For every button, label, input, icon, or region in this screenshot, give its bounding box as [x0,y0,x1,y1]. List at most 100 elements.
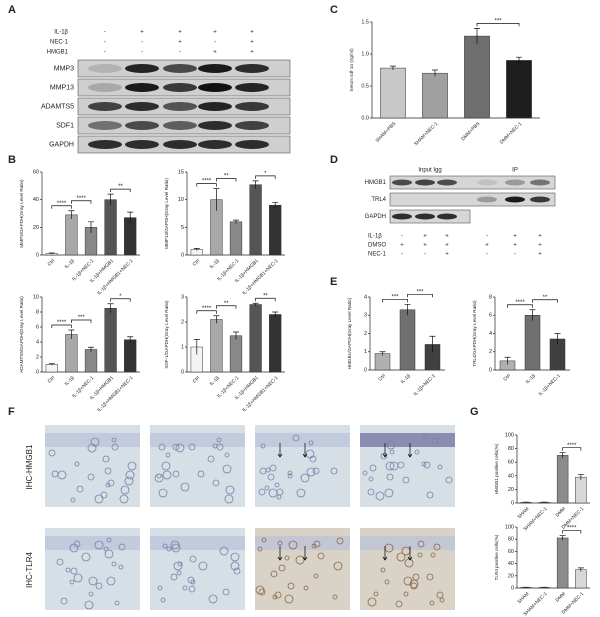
y-axis-label: SDF-1/GAPDH(Gray Level Ratio) [164,300,169,369]
significance-label: *** [78,315,86,321]
bar [399,309,416,371]
cell [369,464,377,472]
cell [367,597,377,607]
cell [261,537,267,543]
cell [187,576,195,584]
blot-band [477,179,497,186]
arrow [302,546,308,561]
cell [125,470,135,480]
y-tick-label: 0 [181,252,184,258]
error-bar [379,351,386,356]
cell [106,537,112,543]
blot-band [88,121,122,130]
blot-band [505,196,525,203]
cell [74,461,80,467]
cell [386,440,396,450]
y-axis-label: TRL4/GAPDH(Gray Level Ratio) [472,300,477,367]
cell [127,461,137,471]
y-tick-label: 0.5 [361,83,369,89]
panel-letter: B [8,154,16,166]
y-tick-label: 3 [181,294,184,300]
cell [336,537,344,545]
cell [119,494,129,504]
error-bar [577,474,584,480]
cell [397,461,405,469]
cell [292,434,300,442]
cell [437,464,443,470]
cell [367,488,375,496]
cell [313,573,319,579]
cell [154,473,164,483]
cell [94,540,104,550]
cell [389,449,395,455]
arrow [407,546,413,561]
blot-band [125,64,159,73]
condition-label: NEC-1 [368,252,387,258]
significance-bracket [71,200,92,204]
cell [95,582,103,590]
error-bar [48,363,55,366]
cell [197,470,205,478]
bar [464,35,490,119]
blot-band [392,179,412,186]
y-tick-label: 0 [364,367,367,373]
condition-sign: - [141,50,143,56]
error-bar [88,346,94,352]
cell [90,437,100,447]
error-bar [432,69,438,77]
cell [276,488,284,496]
y-axis-label: MMP3/GAPDH(Gray Level Ratio) [19,179,24,248]
significance-label: **** [567,526,577,532]
blot-band [530,179,550,186]
condition-sign: + [485,243,489,249]
y-tick-label: 2 [489,349,492,355]
cell [258,588,266,596]
blot-band [235,64,269,73]
condition-sign: - [179,50,181,56]
bar [229,335,243,373]
cell [306,467,316,477]
y-tick-label: 0 [511,500,514,506]
y-tick-label: 0 [36,252,39,258]
bar [556,455,569,504]
y-tick-label: 4 [364,294,367,300]
condition-sign: - [424,252,426,258]
tissue-surface [360,433,455,447]
x-tick-label: Ctrl [47,375,57,385]
significance-label: ** [263,293,268,299]
cell [166,546,172,552]
blot-label: MMP3 [54,65,74,72]
cell [198,561,208,571]
significance-label: **** [57,201,67,207]
cell [76,485,84,493]
error-bar [233,219,239,224]
cell [375,491,385,501]
x-tick-label: Ctrl [192,258,202,268]
tissue-surface [45,433,140,447]
cell [255,585,265,595]
condition-sign: + [538,243,542,249]
error-bar [404,303,411,316]
cell [267,473,275,481]
blot-label: TRL4 [371,197,386,203]
row-label: IHC-TLR4 [25,551,34,588]
y-tick-label: 0.0 [361,115,369,121]
bar [506,60,532,119]
condition-sign: + [178,30,182,36]
cell [265,467,271,473]
tissue-surface [360,536,455,550]
cell [222,588,230,596]
y-axis-label: MMP13/GAPDH(Gray Level Ratio) [164,178,169,249]
cell [111,443,119,451]
bar [104,199,117,256]
cell [104,549,114,559]
cell [284,555,290,561]
error-bar [429,335,436,353]
cell [362,470,368,476]
cell [87,473,95,481]
cell [188,585,196,593]
x-tick-label: Ctrl [192,375,202,385]
bar [269,314,282,373]
cell [162,470,172,480]
y-tick-label: 60 [508,460,514,466]
